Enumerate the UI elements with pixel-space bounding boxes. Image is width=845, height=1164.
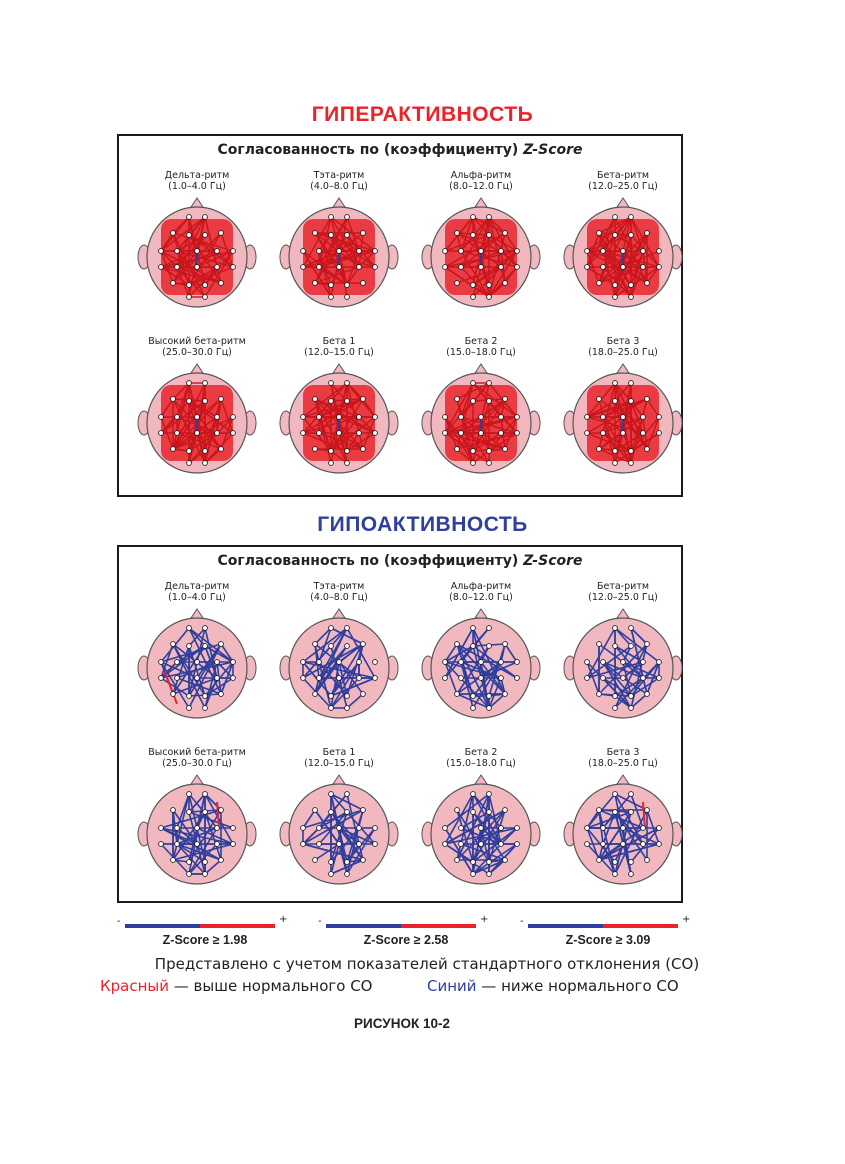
band-cell: Тэта-ритм (4.0–8.0 Гц) <box>269 581 409 724</box>
band-name: Бета-ритм <box>596 170 650 181</box>
band-name: Тэта-ритм <box>313 170 365 181</box>
band-cell: Дельта-ритм (1.0–4.0 Гц) <box>127 170 267 313</box>
band-cell: Тэта-ритм (4.0–8.0 Гц) <box>269 170 409 313</box>
legend-plus: + <box>682 914 691 925</box>
band-range: (12.0–15.0 Гц) <box>304 347 374 358</box>
band-name: Дельта-ритм <box>164 581 230 592</box>
band-name: Бета-ритм <box>596 581 650 592</box>
zscore-legend: - + Z-Score ≥ 1.98 - + Z-Score ≥ 2.58 - … <box>0 914 845 958</box>
legend-label: Z-Score ≥ 2.58 <box>363 933 449 947</box>
hyperactivity-title: ГИПЕРАКТИВНОСТЬ <box>311 103 534 126</box>
head-map <box>421 774 541 885</box>
band-name: Альфа-ритм <box>450 581 512 592</box>
band-range: (1.0–4.0 Гц) <box>168 181 226 192</box>
panel-heading-italic: Z-Score <box>523 142 583 158</box>
band-range: (12.0–25.0 Гц) <box>588 181 658 192</box>
band-range: (25.0–30.0 Гц) <box>162 347 232 358</box>
band-cell: Высокий бета-ритм (25.0–30.0 Гц) <box>127 336 267 479</box>
hypoactivity-panel: Согласованность по (коэффициенту) Z-Scor… <box>117 545 683 903</box>
head-map <box>279 363 399 474</box>
band-name: Бета 1 <box>322 336 356 347</box>
legend-plus: + <box>279 914 288 925</box>
band-name: Бета 2 <box>464 336 498 347</box>
note-red: Красный — выше нормального СО <box>100 977 373 995</box>
head-map <box>279 774 399 885</box>
band-range: (4.0–8.0 Гц) <box>310 181 368 192</box>
band-cell: Дельта-ритм (1.0–4.0 Гц) <box>127 581 267 724</box>
head-map <box>563 363 683 474</box>
band-name: Тэта-ритм <box>313 581 365 592</box>
band-cell: Альфа-ритм (8.0–12.0 Гц) <box>411 581 551 724</box>
head-map <box>137 363 257 474</box>
figure-caption: РИСУНОК 10-2 <box>354 1016 450 1031</box>
band-range: (8.0–12.0 Гц) <box>449 592 513 603</box>
legend-minus: - <box>117 916 121 927</box>
band-cell: Бета 1 (12.0–15.0 Гц) <box>269 747 409 890</box>
band-cell: Бета-ритм (12.0–25.0 Гц) <box>553 581 693 724</box>
legend-label: Z-Score ≥ 3.09 <box>565 933 651 947</box>
hyperactivity-panel: Согласованность по (коэффициенту) Z-Scor… <box>117 134 683 497</box>
band-name: Бета 1 <box>322 747 356 758</box>
panel-heading-text: Согласованность по (коэффициенту) <box>217 553 519 569</box>
band-name: Высокий бета-ритм <box>148 336 246 347</box>
legend-minus: - <box>520 916 524 927</box>
band-range: (4.0–8.0 Гц) <box>310 592 368 603</box>
band-range: (25.0–30.0 Гц) <box>162 758 232 769</box>
band-range: (18.0–25.0 Гц) <box>588 347 658 358</box>
head-map <box>563 608 683 719</box>
band-cell: Бета 3 (18.0–25.0 Гц) <box>553 336 693 479</box>
head-map <box>421 608 541 719</box>
band-name: Бета 2 <box>464 747 498 758</box>
legend-gradient-bar <box>125 924 275 928</box>
legend-gradient-bar <box>528 924 678 928</box>
note-red-text: — выше нормального СО <box>169 977 373 995</box>
note-red-word: Красный <box>100 977 170 995</box>
legend-plus: + <box>480 914 489 925</box>
band-range: (8.0–12.0 Гц) <box>449 181 513 192</box>
note-blue-text: — ниже нормального СО <box>476 977 679 995</box>
band-range: (15.0–18.0 Гц) <box>446 758 516 769</box>
band-cell: Бета-ритм (12.0–25.0 Гц) <box>553 170 693 313</box>
band-range: (15.0–18.0 Гц) <box>446 347 516 358</box>
band-range: (1.0–4.0 Гц) <box>168 592 226 603</box>
band-cell: Высокий бета-ритм (25.0–30.0 Гц) <box>127 747 267 890</box>
head-map <box>563 197 683 308</box>
note-blue: Синий — ниже нормального СО <box>427 977 679 995</box>
band-range: (18.0–25.0 Гц) <box>588 758 658 769</box>
note-blue-word: Синий <box>427 977 477 995</box>
band-name: Высокий бета-ритм <box>148 747 246 758</box>
band-name: Бета 3 <box>606 336 640 347</box>
band-cell: Бета 2 (15.0–18.0 Гц) <box>411 747 551 890</box>
band-name: Дельта-ритм <box>164 170 230 181</box>
panel-heading: Согласованность по (коэффициенту) Z-Scor… <box>119 553 681 569</box>
head-map <box>279 608 399 719</box>
head-map <box>421 363 541 474</box>
band-range: (12.0–25.0 Гц) <box>588 592 658 603</box>
panel-heading-italic: Z-Score <box>523 553 583 569</box>
legend-gradient-bar <box>326 924 476 928</box>
band-name: Альфа-ритм <box>450 170 512 181</box>
band-cell: Альфа-ритм (8.0–12.0 Гц) <box>411 170 551 313</box>
band-cell: Бета 2 (15.0–18.0 Гц) <box>411 336 551 479</box>
note-sd: Представлено с учетом показателей станда… <box>154 955 700 973</box>
panel-heading-text: Согласованность по (коэффициенту) <box>217 142 519 158</box>
band-name: Бета 3 <box>606 747 640 758</box>
panel-heading: Согласованность по (коэффициенту) Z-Scor… <box>119 142 681 158</box>
head-map <box>279 197 399 308</box>
legend-label: Z-Score ≥ 1.98 <box>162 933 248 947</box>
head-map <box>563 774 683 885</box>
legend-minus: - <box>318 916 322 927</box>
head-map <box>421 197 541 308</box>
band-cell: Бета 3 (18.0–25.0 Гц) <box>553 747 693 890</box>
head-map <box>137 774 257 885</box>
hypoactivity-title: ГИПОАКТИВНОСТЬ <box>317 513 528 536</box>
head-map <box>137 197 257 308</box>
band-cell: Бета 1 (12.0–15.0 Гц) <box>269 336 409 479</box>
band-range: (12.0–15.0 Гц) <box>304 758 374 769</box>
head-map <box>137 608 257 719</box>
